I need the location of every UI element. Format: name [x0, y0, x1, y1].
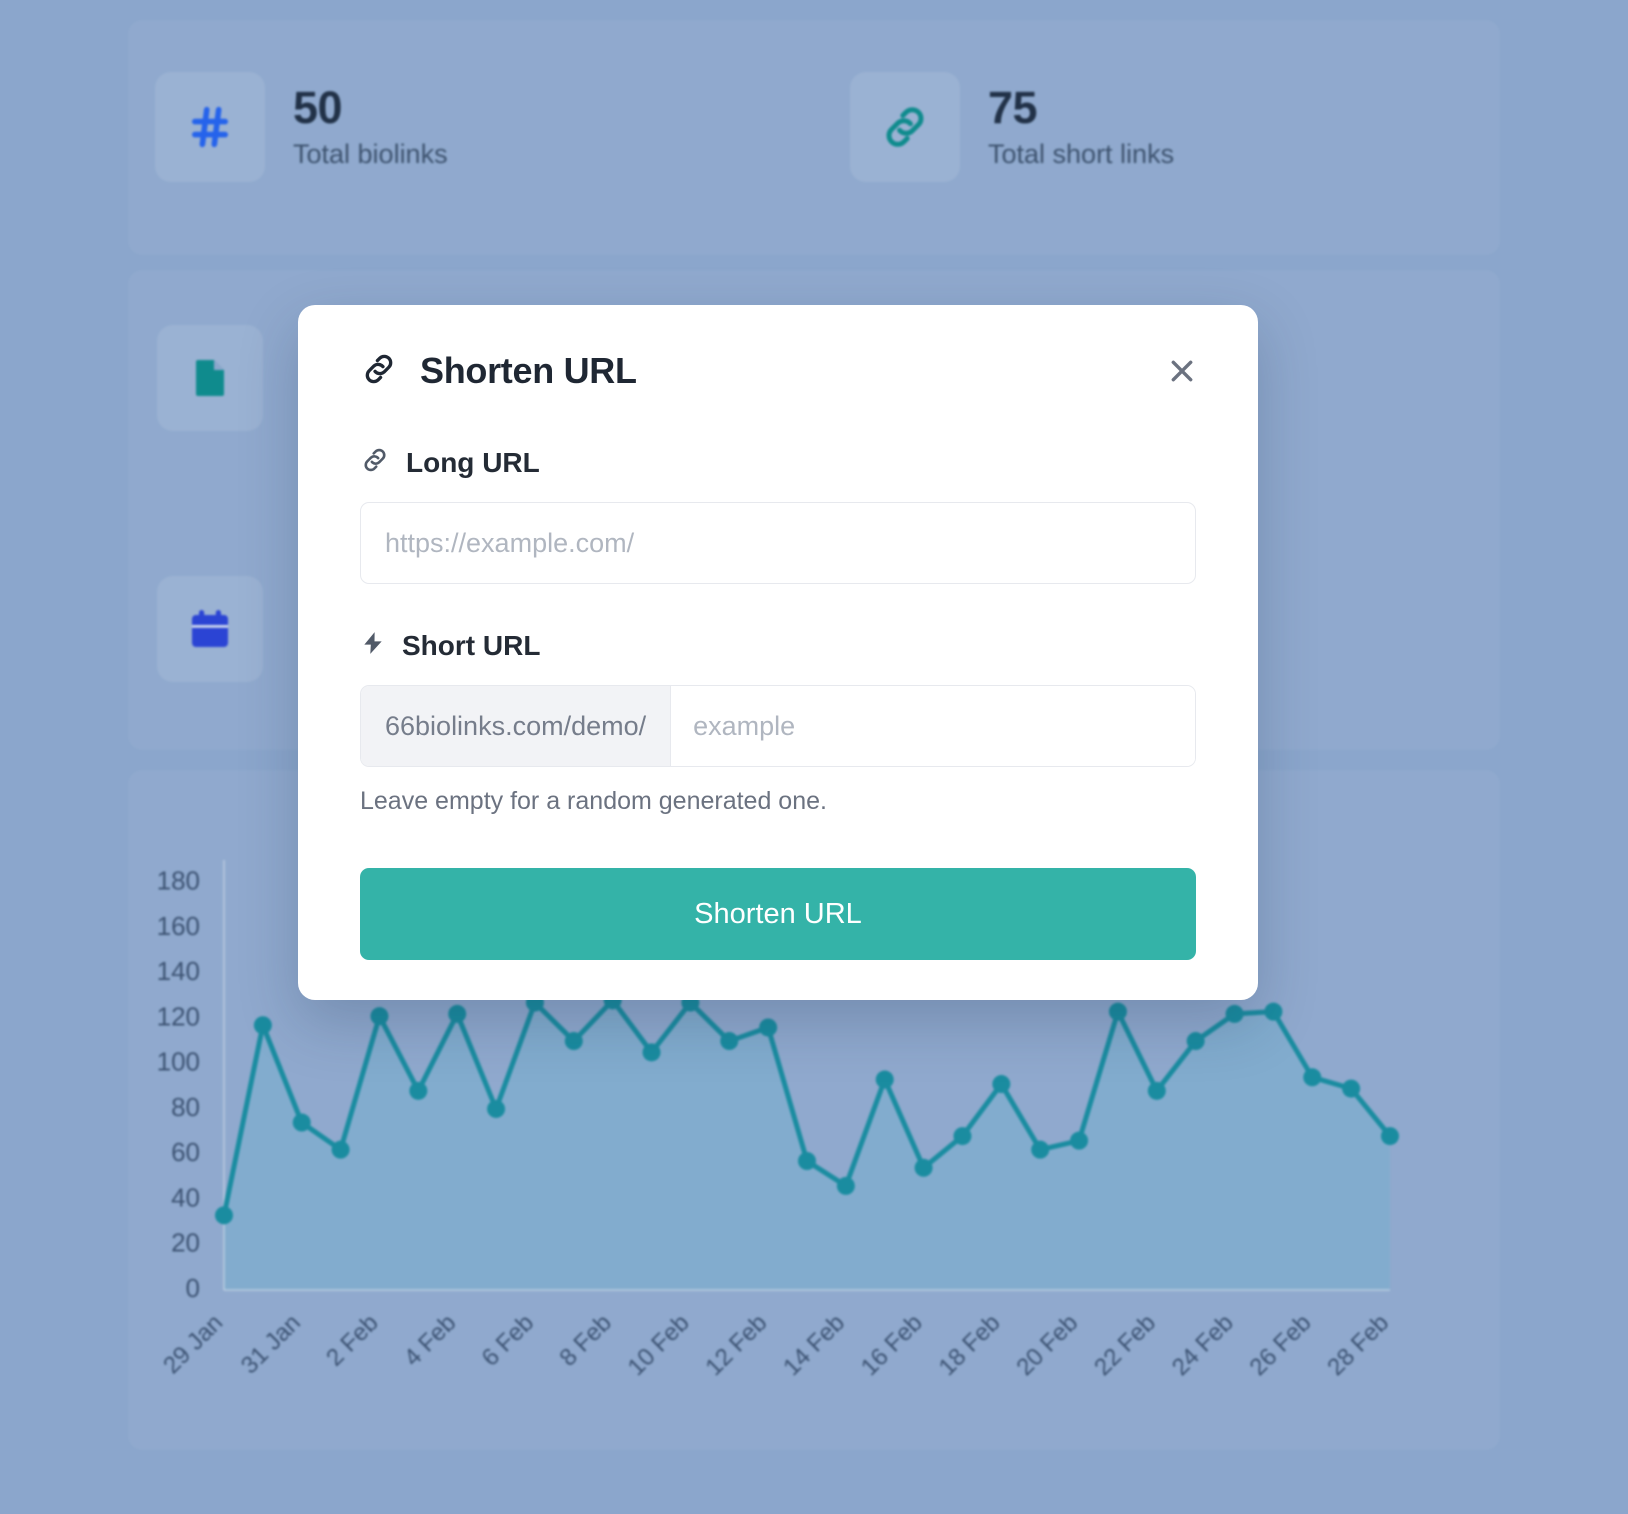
field-spacer [360, 584, 1196, 628]
svg-text:28 Feb: 28 Feb [1322, 1309, 1394, 1381]
svg-text:29 Jan: 29 Jan [158, 1309, 228, 1379]
svg-text:10 Feb: 10 Feb [623, 1309, 695, 1381]
short-links-chart: 0 20 40 60 80 100 120 140 160 180 29 Jan 31 Jan 2 Fe… [128, 840, 1500, 1460]
short-url-slug-input[interactable] [671, 686, 1195, 766]
shorten-url-submit-button[interactable]: Shorten URL [360, 868, 1196, 960]
long-url-label: Long URL [406, 446, 540, 478]
modal-body: Long URL Short URL 66biolinks.com/demo/ … [360, 445, 1196, 960]
svg-text:160: 160 [157, 911, 200, 941]
svg-text:0: 0 [186, 1273, 200, 1303]
svg-text:6 Feb: 6 Feb [477, 1309, 539, 1371]
svg-text:180: 180 [157, 866, 200, 896]
modal-header: Shorten URL [298, 305, 1258, 437]
stat-card-total-biolinks: 50 Total biolinks [155, 72, 448, 182]
svg-text:14 Feb: 14 Feb [778, 1309, 850, 1381]
modal-title: Shorten URL [420, 350, 637, 391]
svg-text:24 Feb: 24 Feb [1167, 1309, 1239, 1381]
svg-text:4 Feb: 4 Feb [399, 1309, 461, 1371]
svg-text:18 Feb: 18 Feb [934, 1309, 1006, 1381]
modal-title-group: Shorten URL [360, 350, 637, 393]
svg-text:16 Feb: 16 Feb [856, 1309, 928, 1381]
short-url-label: Short URL [402, 629, 541, 661]
svg-text:60: 60 [171, 1137, 200, 1167]
link-icon [360, 350, 398, 393]
stat-label: Total short links [988, 138, 1175, 169]
svg-text:2 Feb: 2 Feb [321, 1309, 383, 1371]
shorten-url-modal: Shorten URL Long URL [298, 305, 1258, 1000]
svg-text:140: 140 [157, 956, 200, 986]
long-url-input[interactable] [360, 502, 1196, 584]
svg-text:100: 100 [157, 1047, 200, 1077]
svg-text:8 Feb: 8 Feb [554, 1309, 616, 1371]
close-icon[interactable] [1160, 349, 1204, 393]
svg-text:20 Feb: 20 Feb [1011, 1309, 1083, 1381]
long-url-label-row: Long URL [360, 445, 1196, 480]
svg-text:120: 120 [157, 1001, 200, 1031]
stat-value: 50 [293, 82, 343, 134]
svg-text:12 Feb: 12 Feb [700, 1309, 772, 1381]
chart-svg: 0 20 40 60 80 100 120 140 160 180 29 Jan 31 Jan 2 Fe… [157, 860, 1399, 1381]
svg-text:40: 40 [171, 1182, 200, 1212]
link-icon [850, 72, 960, 182]
short-url-label-row: Short URL [360, 628, 1196, 663]
short-url-input-group: 66biolinks.com/demo/ [360, 685, 1196, 767]
stat-value: 75 [988, 82, 1038, 134]
svg-text:22 Feb: 22 Feb [1089, 1309, 1161, 1381]
stat-label: Total biolinks [293, 138, 448, 169]
short-url-prefix: 66biolinks.com/demo/ [361, 686, 672, 766]
svg-text:26 Feb: 26 Feb [1245, 1309, 1317, 1381]
link-icon [360, 445, 390, 480]
svg-text:80: 80 [171, 1092, 200, 1122]
svg-text:20: 20 [171, 1228, 200, 1258]
bolt-icon [360, 628, 386, 663]
svg-text:31 Jan: 31 Jan [236, 1309, 306, 1379]
hash-icon [155, 72, 265, 182]
stats-panel [128, 20, 1500, 255]
short-url-hint: Leave empty for a random generated one. [360, 787, 827, 815]
stat-card-total-short-links: 75 Total short links [850, 72, 1174, 182]
calendar-icon [157, 576, 263, 682]
document-icon [157, 325, 263, 431]
